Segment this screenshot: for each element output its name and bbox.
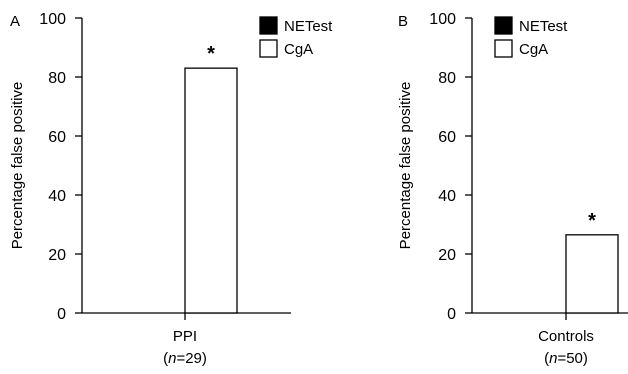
bar-cga — [184, 67, 238, 314]
legend-label-cga: CgA — [284, 41, 313, 58]
y-tick-label: 60 — [438, 129, 456, 146]
y-tick-label: 0 — [57, 306, 66, 323]
y-axis-label: Percentage false positive — [9, 82, 26, 250]
y-tick-label: 0 — [447, 306, 456, 323]
significance-asterisk: * — [207, 43, 215, 65]
y-tick-label: 20 — [438, 247, 456, 264]
legend-swatch-cga — [259, 39, 278, 58]
legend-label-cga: CgA — [519, 41, 548, 58]
y-axis-label: Percentage false positive — [397, 82, 414, 250]
y-tick-label: 60 — [48, 129, 66, 146]
category-label: PPI — [173, 328, 197, 345]
y-tick-label: 100 — [39, 11, 66, 28]
bar-cga — [565, 234, 619, 314]
panel-label: B — [398, 13, 408, 30]
y-tick-label: 40 — [438, 188, 456, 205]
y-tick-label: 80 — [48, 70, 66, 87]
category-sublabel: (n=50) — [544, 350, 588, 367]
y-tick-label: 40 — [48, 188, 66, 205]
legend-label-netest: NETest — [519, 18, 568, 35]
legend-label-netest: NETest — [284, 18, 333, 35]
legend-swatch-cga — [494, 39, 513, 58]
category-label: Controls — [538, 328, 594, 345]
y-tick-label: 20 — [48, 247, 66, 264]
y-tick-label: 80 — [438, 70, 456, 87]
panel-label: A — [10, 13, 20, 30]
legend-swatch-netest — [259, 16, 278, 35]
category-sublabel: (n=29) — [163, 350, 207, 367]
panel-b: B 0 20 40 60 80 100 Percentage false positive Co… — [397, 11, 628, 367]
legend-swatch-netest — [494, 16, 513, 35]
panel-a: A 0 20 40 60 80 100 Percentage false positive PP… — [9, 11, 333, 367]
y-tick-label: 100 — [429, 11, 456, 28]
significance-asterisk: * — [588, 210, 596, 232]
